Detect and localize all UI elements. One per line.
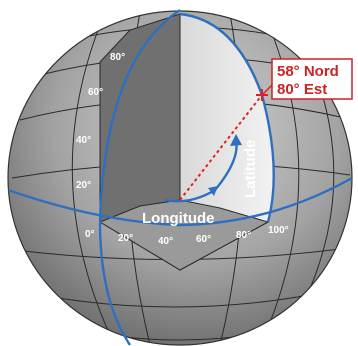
lat-tick-20: 20°	[76, 180, 91, 191]
longitude-label: Longitude	[142, 210, 214, 227]
latitude-ticks: 80° 60° 40° 20°	[76, 52, 125, 191]
longitude-arrow	[164, 188, 216, 203]
longitude-ticks: 0° 20° 40° 60° 80° 100°	[85, 225, 289, 247]
coordinate-line1: 58° Nord	[277, 63, 339, 80]
coordinate-radius	[179, 94, 263, 201]
coordinate-marker-icon	[256, 89, 268, 101]
coordinate-box	[271, 58, 353, 100]
equator-line	[8, 176, 352, 227]
lon-tick-20: 20°	[118, 233, 133, 244]
lat-tick-60: 60°	[88, 87, 103, 98]
latitude-arrowhead-icon	[230, 134, 242, 146]
prime-meridian	[98, 9, 181, 346]
lat-tick-40: 40°	[76, 135, 91, 146]
latitude-label: Latitude	[242, 140, 259, 198]
lon-tick-0: 0°	[85, 229, 95, 240]
lat-tick-80: 80°	[110, 52, 125, 63]
lon-tick-80: 80°	[236, 230, 251, 241]
coordinate-leader	[261, 84, 273, 96]
lon-tick-100: 100°	[268, 225, 289, 236]
lon-tick-60: 60°	[196, 234, 211, 245]
globe-equator-face	[98, 199, 270, 271]
coordinate-line2: 80° Est	[277, 81, 327, 98]
lon-tick-40: 40°	[158, 236, 173, 247]
